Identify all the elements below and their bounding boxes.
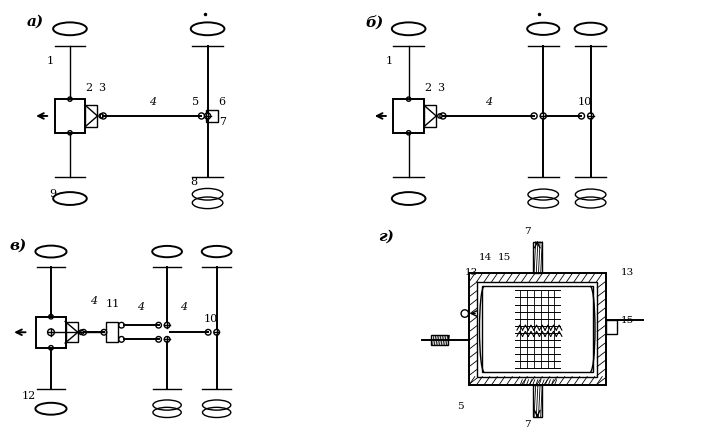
Text: 7: 7 [219, 117, 227, 127]
Text: 15: 15 [498, 253, 511, 262]
Text: 8: 8 [190, 177, 198, 187]
Text: 15: 15 [621, 316, 634, 325]
Text: 10: 10 [578, 97, 592, 107]
Text: 4: 4 [484, 97, 492, 107]
Text: 14: 14 [479, 253, 492, 262]
Bar [55, 99, 85, 133]
Bar [85, 105, 98, 127]
Bar [424, 105, 436, 127]
Text: 4: 4 [90, 296, 97, 306]
Bar [66, 322, 78, 343]
Text: г): г) [378, 229, 394, 243]
Text: 13: 13 [621, 268, 634, 277]
Text: в): в) [10, 239, 27, 253]
Text: 7: 7 [525, 421, 531, 429]
Text: б): б) [366, 15, 384, 29]
Bar [606, 320, 617, 334]
Bar [533, 242, 542, 273]
Text: 4: 4 [137, 301, 144, 312]
Bar [482, 286, 593, 372]
Text: 11: 11 [105, 299, 120, 309]
Text: 10: 10 [204, 314, 218, 324]
Bar [533, 385, 542, 417]
Bar [394, 99, 424, 133]
Bar [431, 335, 448, 345]
Text: 2: 2 [86, 83, 93, 93]
Bar [477, 282, 597, 376]
Text: 12: 12 [21, 391, 35, 401]
Text: 7: 7 [525, 227, 531, 236]
Text: 3: 3 [98, 83, 105, 93]
Text: 3: 3 [438, 83, 445, 93]
Text: 4: 4 [181, 301, 188, 312]
Text: 1: 1 [47, 56, 54, 66]
Text: 4: 4 [149, 97, 156, 107]
Bar [106, 322, 118, 342]
Bar [206, 110, 218, 122]
Text: 5: 5 [192, 97, 199, 107]
Bar [36, 317, 66, 348]
Text: 13: 13 [465, 268, 479, 277]
Text: 6: 6 [218, 97, 225, 107]
Bar [469, 273, 606, 385]
Text: 1: 1 [385, 56, 392, 66]
Text: 9: 9 [50, 189, 57, 199]
Text: а): а) [27, 15, 45, 29]
Text: 2: 2 [424, 83, 431, 93]
Text: 5: 5 [457, 402, 464, 411]
